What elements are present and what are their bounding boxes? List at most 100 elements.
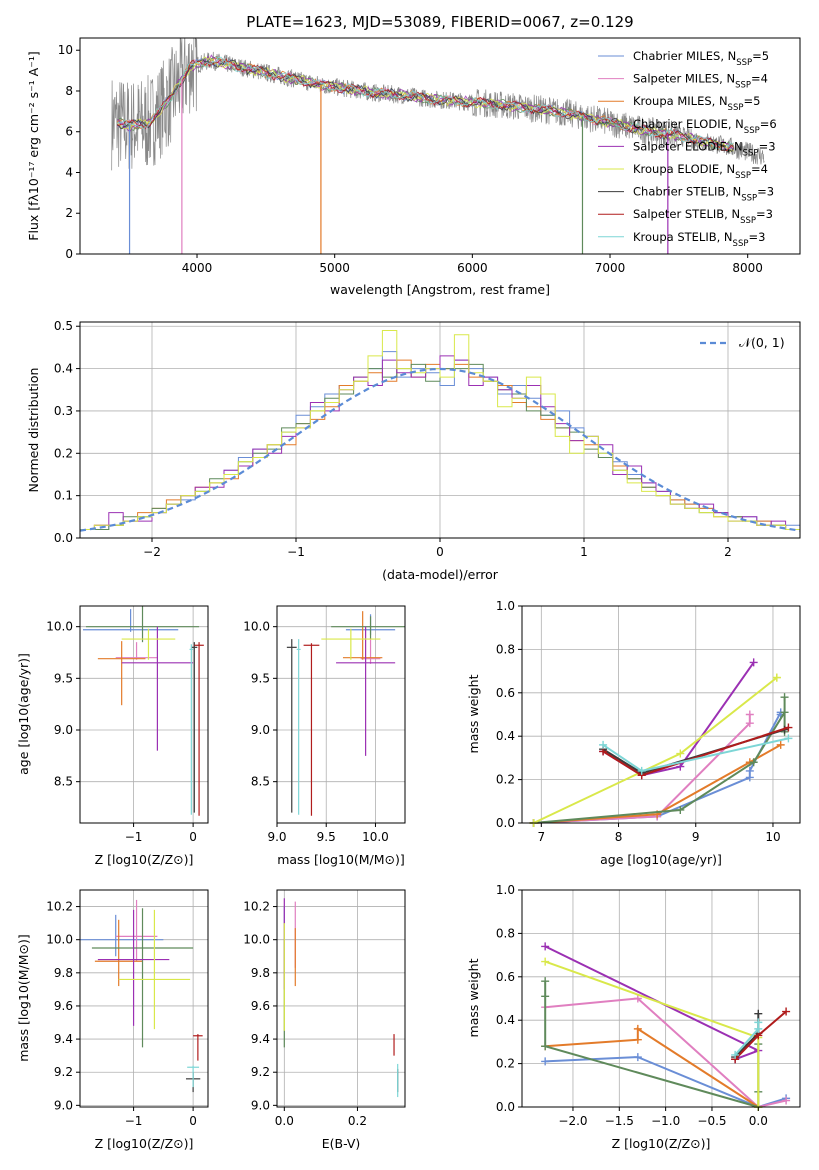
age-vs-mass-errorbars (286, 611, 405, 816)
residuals-histograms (80, 330, 800, 532)
plus-marker (754, 1009, 763, 1018)
plus-marker (633, 994, 642, 1003)
plus-marker (541, 1042, 550, 1051)
legend-label: Kroupa MILES, NSSP=5 (633, 94, 760, 113)
model-spectrum-line (116, 56, 734, 150)
spectrum-lines (111, 38, 765, 254)
y-tick-label: 0.0 (496, 816, 515, 830)
y-tick-label: 10.0 (46, 620, 73, 634)
age-vs-Z-ticks: −1 0 8.5 9.0 9.5 10.0 (46, 620, 197, 844)
x-tick-label: −1.0 (651, 1114, 680, 1128)
y-tick-label: 9.6 (54, 999, 73, 1013)
y-tick-label: 0.1 (54, 489, 73, 503)
x-tick-label: 0 (189, 830, 197, 844)
age-vs-Z-gridlines (80, 606, 208, 823)
y-tick-label: 0.6 (496, 970, 515, 984)
legend-label: Kroupa ELODIE, NSSP=4 (633, 162, 768, 181)
massweight-vs-age-panel: 7 8 9 10 0.0 0.2 0.4 0.6 0.8 1.0 age [log10(age/y… (466, 599, 801, 867)
spectrum-title: PLATE=1623, MJD=53089, FIBERID=0067, z=0… (246, 13, 633, 31)
y-tick-label: 6 (65, 125, 73, 139)
massweight-vs-Z-xlabel: Z [log10(Z/Z⊙)] (612, 1136, 711, 1151)
weight-line (545, 1027, 759, 1108)
plus-marker (599, 740, 608, 749)
plus-marker (745, 766, 754, 775)
plus-marker (633, 1053, 642, 1062)
x-tick-label: 0.0 (275, 1114, 294, 1128)
plus-marker (676, 762, 685, 771)
plus-marker (749, 658, 758, 667)
x-tick-label: −0.5 (697, 1114, 726, 1128)
x-tick-label: 9.0 (267, 830, 286, 844)
mass-vs-EBV-ticks: 0.0 0.2 9.0 9.2 9.4 9.6 9.8 10.0 10.2 (243, 900, 367, 1128)
y-tick-label: 8 (65, 84, 73, 98)
y-tick-label: 9.0 (54, 723, 73, 737)
plus-marker (749, 758, 758, 767)
spectrum-ylabel: Flux [fλ10⁻¹⁷ erg cm⁻² s⁻¹ A⁻¹] (26, 51, 41, 240)
residuals-panel: −2 −1 0 1 2 0.0 0.1 0.2 0.3 0.4 0.5 (data-model)/e… (26, 319, 801, 582)
x-tick-label: −1.5 (605, 1114, 634, 1128)
y-tick-label: 0.2 (54, 446, 73, 460)
plus-marker (541, 942, 550, 951)
mass-vs-Z-frame (79, 889, 209, 1108)
residuals-ylabel: Normed distribution (26, 368, 41, 493)
spectrum-axes-frame (79, 37, 801, 255)
y-tick-label: 9.4 (251, 1032, 270, 1046)
x-tick-label: 5000 (319, 261, 350, 275)
age-vs-Z-xlabel: Z [log10(Z/Z⊙)] (95, 852, 194, 867)
age-vs-mass-xlabel: mass [log10(M/M⊙)] (277, 852, 405, 867)
y-tick-label: 10.0 (243, 620, 270, 634)
y-tick-label: 8.5 (54, 775, 73, 789)
residuals-xlabel: (data-model)/error (382, 567, 499, 582)
mass-vs-Z-xlabel: Z [log10(Z/Z⊙)] (95, 1136, 194, 1151)
mass-vs-Z-errorbars (80, 899, 203, 1093)
x-tick-label: −1 (287, 545, 305, 559)
y-tick-label: 9.5 (54, 671, 73, 685)
y-tick-label: 0.4 (496, 729, 515, 743)
y-tick-label: 0.2 (496, 1057, 515, 1071)
x-tick-label: 0 (189, 1114, 197, 1128)
plus-marker (541, 977, 550, 986)
legend-label: Chabrier MILES, NSSP=5 (633, 49, 769, 68)
y-tick-label: 9.5 (251, 671, 270, 685)
plus-marker (731, 1050, 740, 1059)
legend-label: Kroupa STELIB, NSSP=3 (633, 230, 765, 249)
y-tick-label: 0 (65, 247, 73, 261)
y-tick-label: 0.2 (496, 773, 515, 787)
x-tick-label: 4000 (182, 261, 213, 275)
y-tick-label: 0.6 (496, 686, 515, 700)
massweight-vs-Z-panel: −2.0 −1.5 −1.0 −0.5 0.0 0.0 0.2 0.4 0.6 0.8 1.0 Z … (466, 883, 801, 1151)
spectrum-panel: PLATE=1623, MJD=53089, FIBERID=0067, z=0… (26, 13, 801, 297)
x-tick-label: 1 (580, 545, 588, 559)
age-vs-mass-panel: 9.0 9.5 10.0 8.5 9.0 9.5 10.0 mass [log10(M/M⊙… (243, 605, 406, 867)
y-tick-label: 9.2 (251, 1065, 270, 1079)
y-tick-label: 1.0 (496, 599, 515, 613)
legend-label: Salpeter MILES, NSSP=4 (633, 72, 768, 91)
weight-line (533, 697, 786, 824)
y-tick-label: 0.0 (54, 531, 73, 545)
x-tick-label: 2 (724, 545, 732, 559)
y-tick-label: 9.0 (251, 723, 270, 737)
plus-marker (780, 708, 789, 717)
residuals-ticks: −2 −1 0 1 2 0.0 0.1 0.2 0.3 0.4 0.5 (54, 319, 732, 559)
plus-marker (541, 1057, 550, 1066)
legend-label: Salpeter ELODIE, NSSP=3 (633, 139, 776, 158)
x-tick-label: −2 (143, 545, 161, 559)
plus-marker (633, 1024, 642, 1033)
massweight-vs-age-ylabel: mass weight (466, 674, 481, 753)
y-tick-label: 10.2 (243, 900, 270, 914)
x-tick-label: −1 (125, 1114, 143, 1128)
y-tick-label: 0.4 (496, 1013, 515, 1027)
y-tick-label: 10.0 (46, 933, 73, 947)
x-tick-label: 8000 (732, 261, 763, 275)
massweight-vs-age-xlabel: age [log10(age/yr)] (600, 852, 722, 867)
x-tick-label: 10 (765, 830, 780, 844)
plus-marker (676, 749, 685, 758)
y-tick-label: 10.2 (46, 900, 73, 914)
massweight-vs-age-ticks: 7 8 9 10 0.0 0.2 0.4 0.6 0.8 1.0 (496, 599, 781, 844)
gaussian-legend-label: 𝒩(0, 1) (739, 335, 785, 350)
x-tick-label: −2.0 (558, 1114, 587, 1128)
x-tick-label: 0.0 (749, 1114, 768, 1128)
x-tick-label: 10.0 (362, 830, 389, 844)
x-tick-label: 0.2 (348, 1114, 367, 1128)
